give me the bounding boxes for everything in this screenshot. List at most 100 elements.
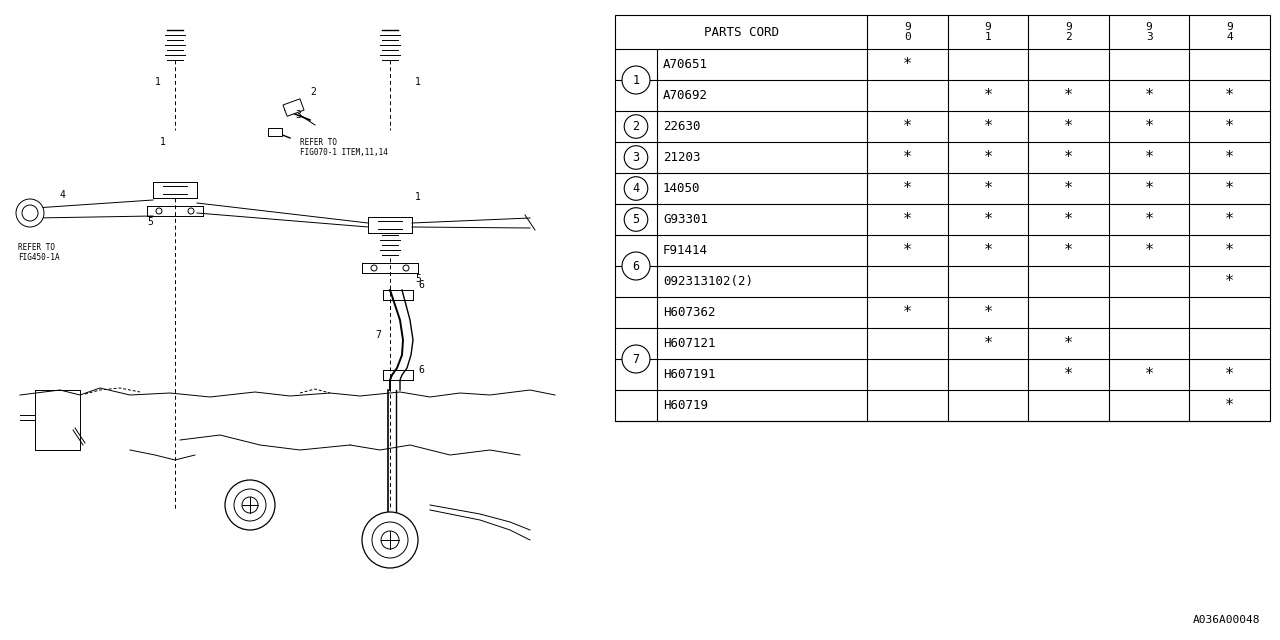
Circle shape [15, 199, 44, 227]
Text: *: * [902, 57, 911, 72]
Text: *: * [1144, 181, 1153, 196]
Text: *: * [1144, 243, 1153, 258]
Text: 1: 1 [155, 77, 161, 87]
Circle shape [622, 66, 650, 94]
Text: 3: 3 [632, 151, 640, 164]
Text: 2: 2 [632, 120, 640, 133]
Text: *: * [902, 305, 911, 320]
Text: *: * [1225, 119, 1234, 134]
Text: *: * [1144, 367, 1153, 382]
Text: 1: 1 [632, 74, 640, 86]
Text: *: * [1225, 367, 1234, 382]
Text: 22630: 22630 [663, 120, 700, 133]
Text: *: * [902, 150, 911, 165]
Circle shape [22, 205, 38, 221]
Circle shape [625, 115, 648, 138]
Text: 3: 3 [294, 110, 301, 120]
Circle shape [371, 265, 378, 271]
Text: *: * [983, 336, 992, 351]
Text: *: * [1144, 212, 1153, 227]
Text: H607191: H607191 [663, 368, 716, 381]
Text: *: * [1225, 181, 1234, 196]
Text: 5: 5 [147, 217, 152, 227]
Circle shape [225, 480, 275, 530]
Text: 9
0: 9 0 [904, 22, 910, 42]
Text: 2: 2 [310, 87, 316, 97]
Text: *: * [1064, 150, 1073, 165]
Text: 7: 7 [632, 353, 640, 365]
Text: *: * [902, 119, 911, 134]
Text: 092313102(2): 092313102(2) [663, 275, 753, 288]
Text: *: * [1064, 181, 1073, 196]
Text: *: * [983, 243, 992, 258]
Text: *: * [983, 88, 992, 103]
Bar [268, 128, 282, 136]
Text: *: * [1144, 88, 1153, 103]
Text: H607362: H607362 [663, 306, 716, 319]
Text: 9
1: 9 1 [984, 22, 991, 42]
Text: *: * [902, 243, 911, 258]
Text: 5: 5 [415, 274, 421, 284]
Text: REFER TO
FIG070-1 ITEM,11,14: REFER TO FIG070-1 ITEM,11,14 [300, 138, 388, 157]
Circle shape [625, 208, 648, 231]
Circle shape [372, 522, 408, 558]
Circle shape [403, 265, 410, 271]
Text: 5: 5 [632, 213, 640, 226]
Text: *: * [1064, 212, 1073, 227]
Text: A036A00048: A036A00048 [1193, 615, 1260, 625]
Text: H607121: H607121 [663, 337, 716, 350]
Text: 4: 4 [632, 182, 640, 195]
Text: *: * [983, 181, 992, 196]
Text: 21203: 21203 [663, 151, 700, 164]
Text: REFER TO
FIG450-1A: REFER TO FIG450-1A [18, 243, 60, 262]
Text: 6: 6 [419, 365, 424, 375]
Text: 6: 6 [419, 280, 424, 290]
Text: *: * [1225, 398, 1234, 413]
Circle shape [188, 208, 195, 214]
Text: F91414: F91414 [663, 244, 708, 257]
Circle shape [381, 531, 399, 549]
Text: *: * [1144, 119, 1153, 134]
Text: 1: 1 [415, 192, 421, 202]
Text: *: * [983, 305, 992, 320]
Text: *: * [1225, 150, 1234, 165]
Text: A70692: A70692 [663, 89, 708, 102]
Circle shape [234, 489, 266, 521]
Text: A70651: A70651 [663, 58, 708, 71]
Text: *: * [1064, 243, 1073, 258]
Text: *: * [1064, 367, 1073, 382]
Bar [614, 15, 1270, 421]
Text: *: * [1225, 243, 1234, 258]
Text: *: * [1225, 274, 1234, 289]
Circle shape [625, 177, 648, 200]
Text: 9
4: 9 4 [1226, 22, 1233, 42]
Text: 14050: 14050 [663, 182, 700, 195]
Text: PARTS CORD: PARTS CORD [704, 26, 778, 38]
Text: H60719: H60719 [663, 399, 708, 412]
Text: *: * [1144, 150, 1153, 165]
Text: *: * [1225, 212, 1234, 227]
Text: *: * [1064, 119, 1073, 134]
Text: 7: 7 [375, 330, 381, 340]
Text: *: * [902, 212, 911, 227]
Text: *: * [1064, 88, 1073, 103]
Bar [283, 99, 305, 116]
Text: *: * [983, 119, 992, 134]
Circle shape [362, 512, 419, 568]
Text: *: * [983, 212, 992, 227]
Text: *: * [983, 150, 992, 165]
Text: *: * [1064, 336, 1073, 351]
Text: 4: 4 [60, 190, 65, 200]
Text: 1: 1 [160, 137, 166, 147]
Circle shape [156, 208, 163, 214]
Text: 1: 1 [415, 77, 421, 87]
Text: 9
2: 9 2 [1065, 22, 1071, 42]
Circle shape [242, 497, 259, 513]
Text: G93301: G93301 [663, 213, 708, 226]
Text: *: * [902, 181, 911, 196]
Text: 9
3: 9 3 [1146, 22, 1152, 42]
Text: 6: 6 [632, 259, 640, 273]
Circle shape [622, 252, 650, 280]
Text: *: * [1225, 88, 1234, 103]
Circle shape [622, 345, 650, 373]
